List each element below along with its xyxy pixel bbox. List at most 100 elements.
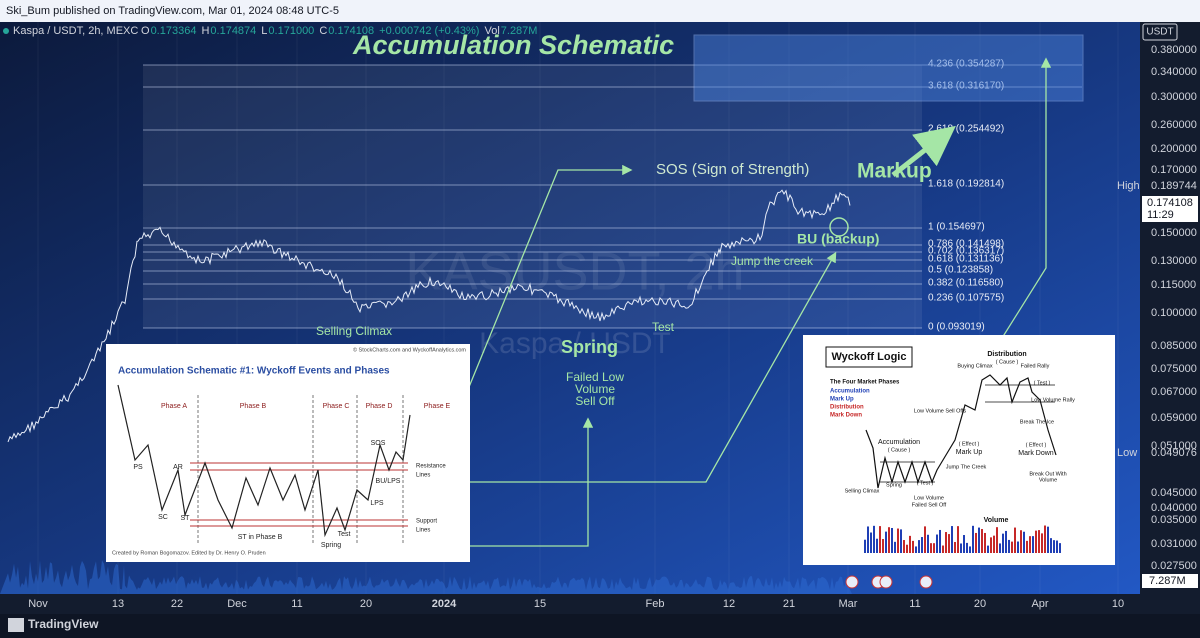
legend-key: Vol (484, 25, 499, 37)
annotation-line: Sell Off (575, 394, 615, 408)
schematic-path (117, 384, 411, 538)
logic-label: ( Cause ) (996, 359, 1019, 365)
inset-title: Wyckoff Logic (832, 351, 907, 363)
fib-label: 3.618 (0.316170) (928, 81, 1004, 92)
volume-bar (996, 527, 998, 553)
currency-box (1142, 23, 1178, 41)
price-label: 0.170000 (1151, 164, 1197, 176)
fib-label: 0 (0.093019) (928, 322, 985, 333)
logic-label: Mark Down (1018, 450, 1054, 457)
price-label: 0.059000 (1151, 412, 1197, 424)
volume-bar (864, 539, 866, 553)
annotation: Jump the creek (731, 254, 814, 268)
price-label: 0.150000 (1151, 227, 1197, 239)
volume-bar (1032, 536, 1034, 553)
event-label: AR (173, 464, 183, 471)
volume-bar (939, 529, 941, 553)
volume-bar (975, 532, 977, 553)
legend-key: C (319, 25, 327, 37)
phase-label: Phase B (240, 403, 267, 410)
publisher: Ski_Bum published on TradingView.com, Ma… (6, 5, 339, 17)
logic-label: Mark Up (956, 449, 983, 456)
volume-bar (1014, 527, 1016, 553)
brand: TradingView (28, 617, 99, 631)
volume-bar (1020, 530, 1022, 553)
logic-label: Accumulation (878, 439, 920, 446)
fib-label: 1.618 (0.192814) (928, 179, 1004, 190)
volume-bar (987, 545, 989, 553)
annotation: BU (backup) (797, 231, 879, 247)
legend-value: 7.287M (501, 25, 538, 37)
volume-bar (999, 543, 1001, 553)
fib-label: 0.5 (0.123858) (928, 265, 993, 276)
volume-bar (1041, 533, 1043, 553)
event-label: ST (181, 515, 191, 522)
volume-bar (912, 540, 914, 553)
logic-label: ( Test ) (1034, 380, 1051, 386)
price-axis-labels: 0.380000 0.340000 0.300000 0.260000 0.200000… (1151, 44, 1197, 572)
annotation-line: Volume (575, 382, 615, 396)
volume-bar (891, 527, 893, 553)
time-label: 11 (291, 598, 302, 610)
fib-label: 0.618 (0.131136) (928, 254, 1003, 265)
volume-bar (1029, 536, 1031, 553)
time-label: 2024 (432, 598, 457, 610)
volume-bar (1008, 539, 1010, 553)
logic-ranges (880, 384, 1055, 483)
phase-label: Phase A (161, 403, 187, 410)
volume-bar (903, 540, 905, 553)
price-label: 0.380000 (1151, 44, 1197, 56)
volume-bar (1044, 525, 1046, 553)
price-label: 0.051000 (1151, 440, 1197, 452)
event-label: LPS (370, 500, 384, 507)
volume-bar (1002, 533, 1004, 553)
legend-key: L (261, 25, 267, 37)
volume-bars (864, 525, 1061, 553)
target-box (693, 34, 1084, 102)
phase-label: Phase E (424, 403, 451, 410)
volume-bar (921, 537, 923, 553)
volume-bar (870, 532, 872, 553)
time-label: Apr (1031, 598, 1048, 610)
fib-levels: 4.236 (0.354287) 3.618 (0.316170) 2.618 (0… (143, 59, 1082, 333)
logic-label: Break The Ice (1020, 419, 1054, 425)
volume-bar (876, 538, 878, 553)
volume-bar (981, 529, 983, 553)
volume-bar (1050, 538, 1052, 553)
time-label: 15 (534, 598, 546, 610)
logic-label: ( Effect ) (1026, 442, 1047, 448)
time-axis-labels: Nov 13 22 Dec 11 20 2024 15 Feb 12 21 Mar 11 20 Apr 10 (28, 598, 1124, 610)
fib-label: 2.618 (0.254492) (928, 124, 1004, 135)
volume-bar (984, 532, 986, 553)
volume-bar (867, 526, 869, 553)
volume-bar (948, 534, 950, 553)
volume-bar (972, 525, 974, 553)
resistance-label: Resistance (416, 464, 446, 470)
logic-label: Failed Sell Off (912, 502, 947, 508)
resistance-label: Lines (416, 473, 430, 479)
price-label: 0.031000 (1151, 538, 1197, 550)
inset-title: Accumulation Schematic #1: Wyckoff Event… (118, 366, 390, 377)
volume-bar (873, 525, 875, 553)
price-label: 0.040000 (1151, 502, 1197, 514)
volume-bar (957, 526, 959, 553)
time-label: 22 (171, 598, 183, 610)
event-icon (845, 575, 859, 589)
price-label: 0.067000 (1151, 386, 1197, 398)
volume-bar (918, 540, 920, 553)
volume-bar (1023, 531, 1025, 553)
volume-bar (930, 543, 932, 553)
legend-value: 0.171000 (268, 25, 314, 37)
price-label: 0.300000 (1151, 91, 1197, 103)
volume-bar (1017, 541, 1019, 553)
low-value: 0.049076 (1151, 447, 1197, 459)
logic-label: ( Cause ) (888, 447, 911, 453)
volume-bar (1038, 530, 1040, 553)
event-label: PS (133, 464, 143, 471)
inset-labels: The Four Market Phases Accumulation Mark U… (830, 351, 1075, 524)
event-label: SOS (371, 440, 386, 447)
event-label: BU/LPS (376, 478, 401, 485)
logic-label: Spring (886, 482, 902, 488)
range-lines (190, 462, 408, 527)
